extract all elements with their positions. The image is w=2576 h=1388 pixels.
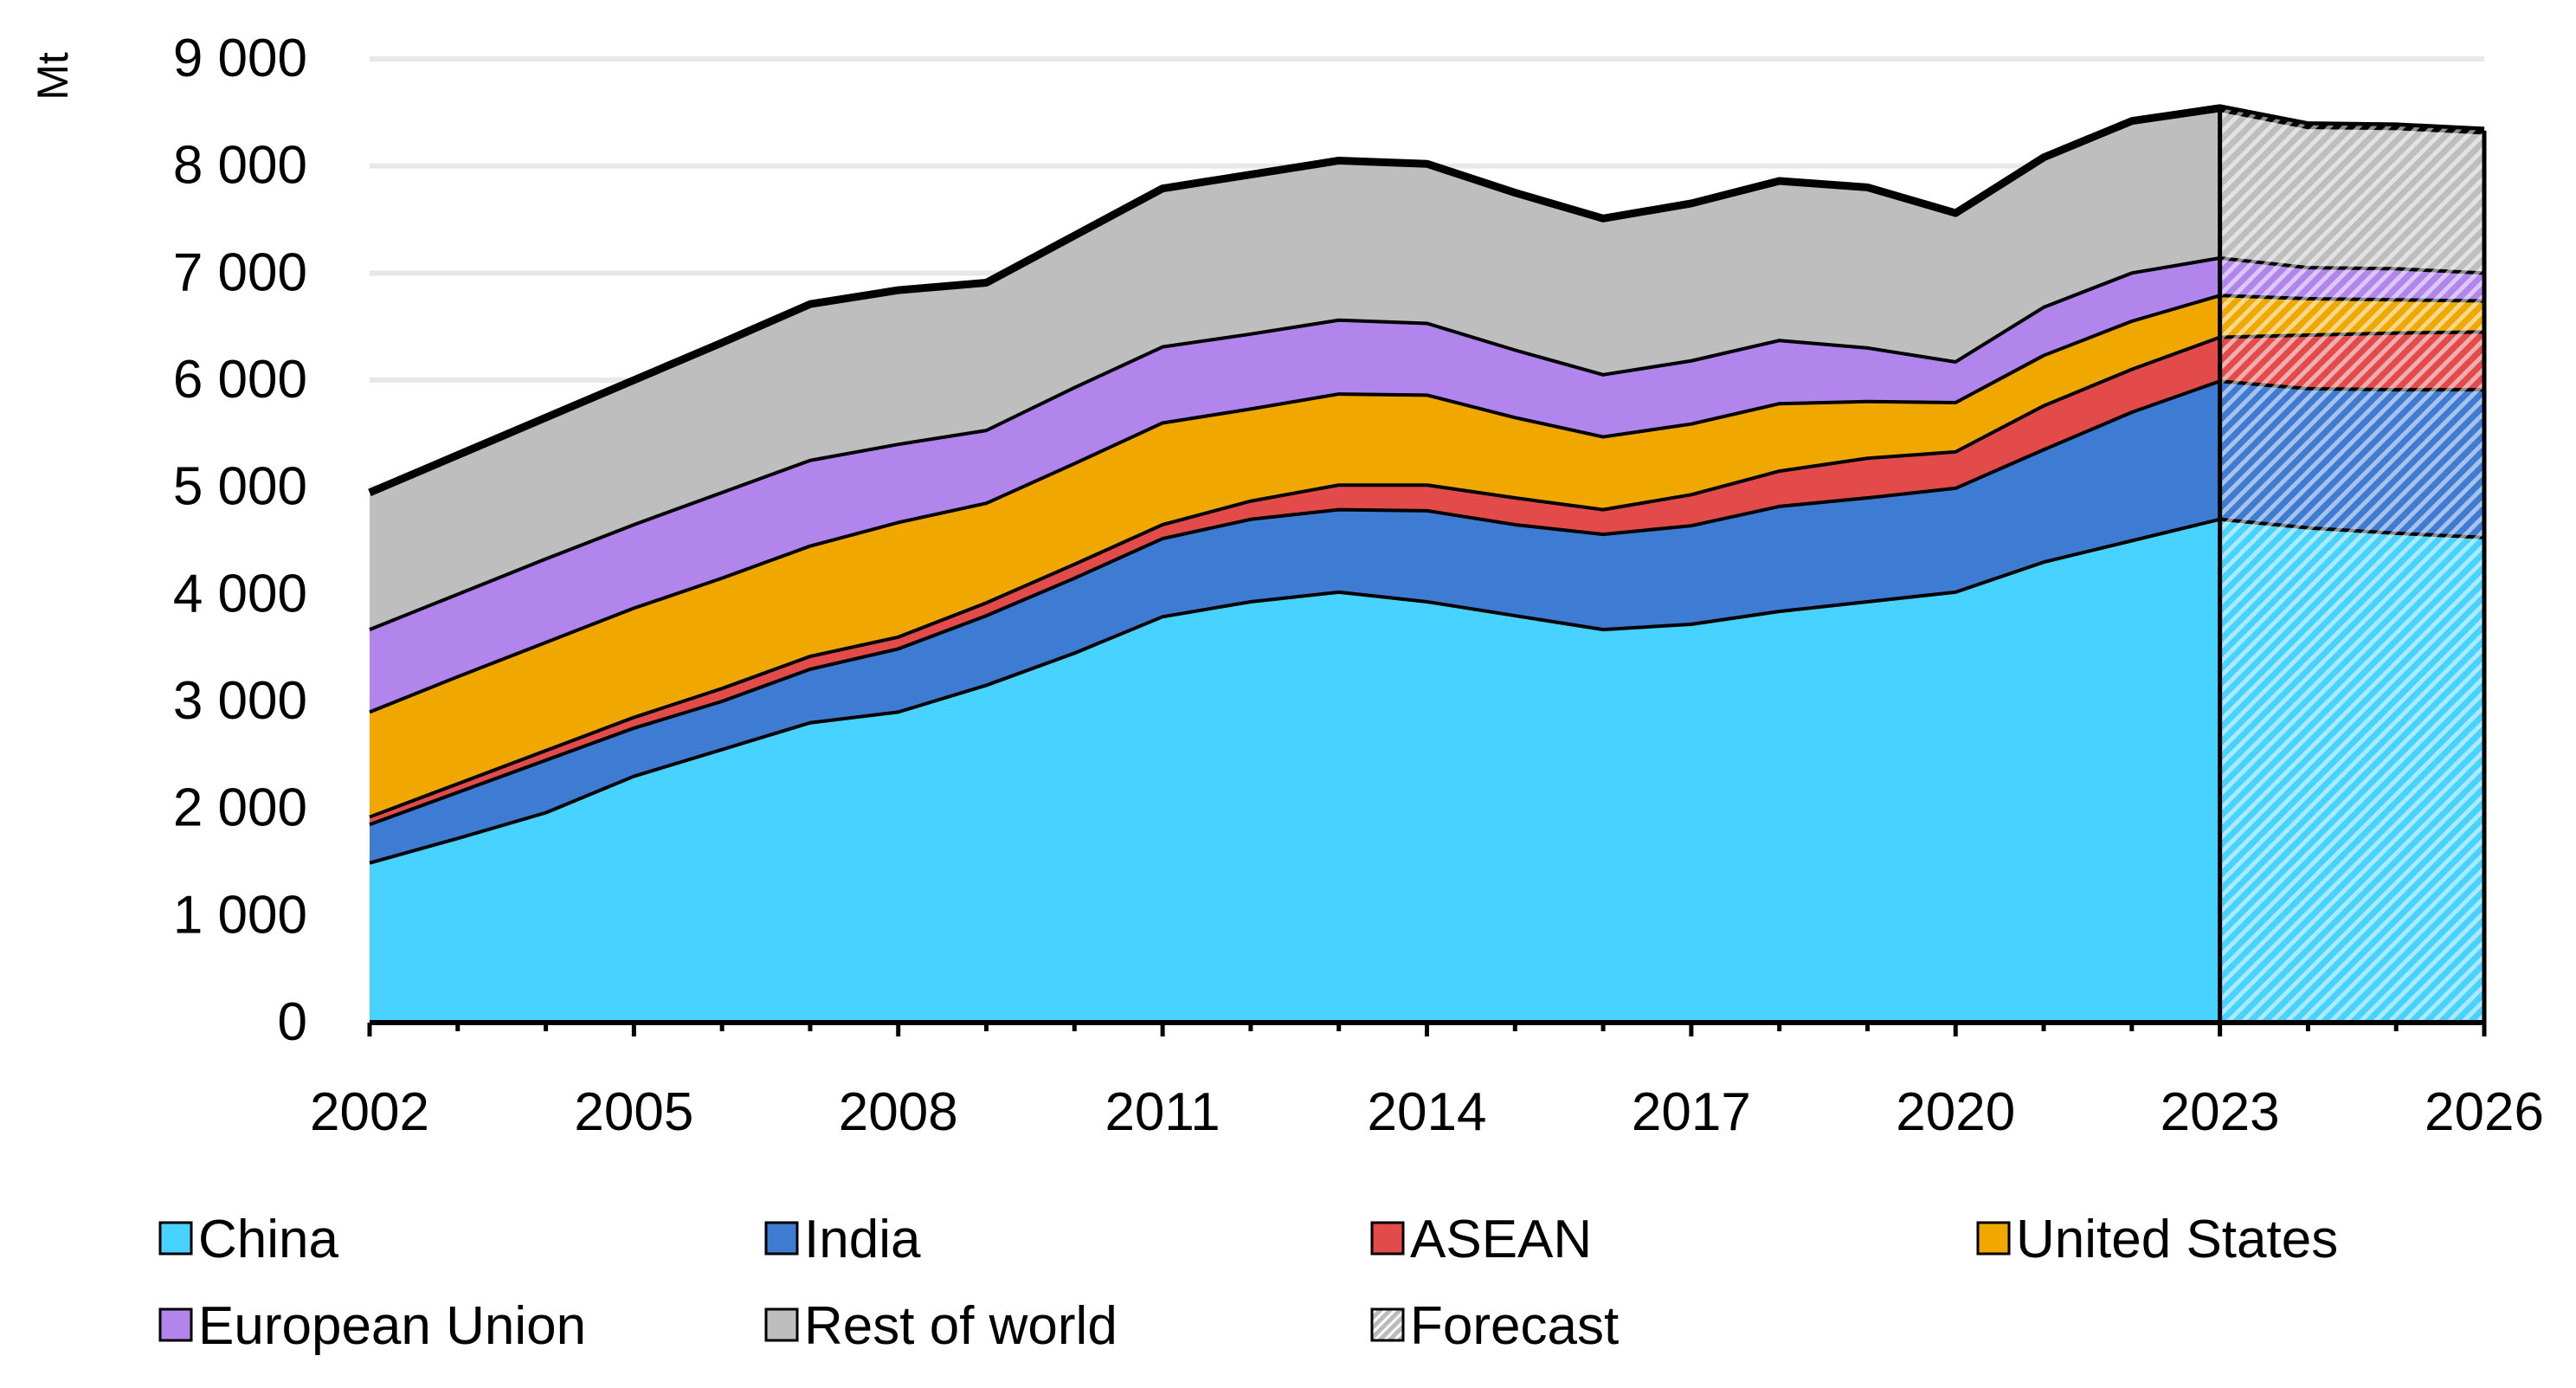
x-tick-label: 2011: [1104, 1082, 1220, 1142]
y-tick-label: 3 000: [173, 671, 307, 731]
legend-item-forecast: Forecast: [1370, 1296, 1619, 1356]
legend-item-united-states: United States: [1976, 1210, 2338, 1269]
y-tick-label: 2 000: [173, 778, 307, 838]
x-tick-label: 2017: [1632, 1082, 1751, 1142]
area-china: [370, 519, 2484, 1023]
area-european-union: [370, 258, 2484, 713]
legend-label: United States: [2016, 1210, 2338, 1269]
legend-item-european-union: European Union: [158, 1296, 586, 1356]
series-boundary-line: [369, 330, 2485, 819]
y-tick-label: 8 000: [173, 136, 307, 196]
x-tick-label: 2026: [2425, 1082, 2544, 1142]
legend: China India ASEAN United States European Uni…: [158, 1210, 2338, 1356]
axes: 0 1 000 2 000 3 000 4 000 5 000 6 000 7 000 8 00…: [173, 29, 2544, 1142]
forecast-hatch: [2219, 107, 2484, 1023]
area-asean: [370, 332, 2484, 825]
x-tick-label: 2023: [2161, 1082, 2280, 1142]
x-tick-label: 2014: [1368, 1082, 1487, 1142]
series-boundary-line: [369, 379, 2484, 827]
legend-label: Rest of world: [804, 1296, 1117, 1356]
y-tick-label: 6 000: [173, 350, 307, 410]
legend-swatch: [764, 1307, 799, 1342]
legend-swatch: [158, 1307, 193, 1342]
x-tick-label: 2008: [839, 1082, 958, 1142]
legend-label: ASEAN: [1410, 1210, 1592, 1269]
area-india: [370, 381, 2484, 863]
legend-item-china: China: [158, 1210, 339, 1269]
legend-swatch: [1370, 1307, 1405, 1342]
y-axis-label: Mt: [29, 52, 77, 100]
forecast-overlay: [2218, 107, 2487, 1023]
legend-label: Forecast: [1410, 1296, 1619, 1356]
y-tick-label: 9 000: [173, 29, 307, 88]
x-tick-label: 2020: [1896, 1082, 2015, 1142]
y-tick-label: 7 000: [173, 242, 307, 302]
series-boundary-line: [369, 256, 2485, 631]
total-line: [368, 104, 2485, 496]
y-tick-label: 1 000: [173, 885, 307, 945]
legend-item-india: India: [764, 1210, 921, 1269]
y-tick-label: 0: [278, 992, 307, 1052]
series-boundary-line: [369, 294, 2485, 714]
series-boundary-line: [369, 517, 2485, 865]
legend-label: European Union: [198, 1296, 586, 1356]
legend-label: China: [198, 1210, 339, 1269]
legend-swatch: [764, 1221, 799, 1256]
legend-item-asean: ASEAN: [1370, 1210, 1592, 1269]
legend-swatch: [158, 1221, 193, 1256]
x-tick-label: 2005: [574, 1082, 693, 1142]
series-areas: [368, 104, 2485, 1023]
legend-item-rest-of-world: Rest of world: [764, 1296, 1117, 1356]
area-rest-of-world: [370, 107, 2484, 630]
area-united-states: [370, 295, 2484, 817]
legend-label: India: [804, 1210, 921, 1269]
legend-swatch: [1370, 1221, 1405, 1256]
legend-swatch: [1976, 1221, 2011, 1256]
x-tick-label: 2002: [310, 1082, 429, 1142]
y-tick-label: 5 000: [173, 457, 307, 517]
y-tick-label: 4 000: [173, 564, 307, 623]
